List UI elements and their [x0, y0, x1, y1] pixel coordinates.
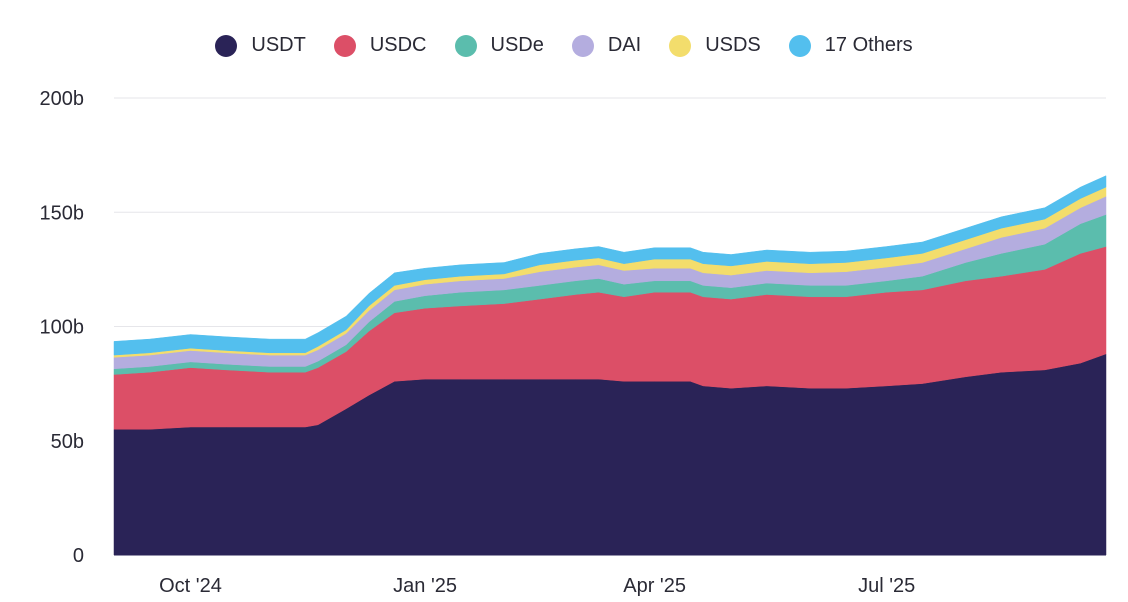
- legend-label: DAI: [607, 34, 642, 56]
- legend-swatch: [333, 34, 356, 57]
- legend-label: USDT: [251, 34, 306, 56]
- y-tick-label: 200b: [40, 88, 85, 110]
- y-tick-label: 0: [73, 545, 84, 567]
- legend-swatch: [788, 34, 811, 57]
- series-area-17-others: [113, 175, 1107, 356]
- legend-label: 17 Others: [824, 34, 913, 56]
- legend-swatch: [571, 34, 594, 57]
- x-tick-label: Apr '25: [623, 575, 686, 597]
- legend-label: USDS: [705, 34, 761, 56]
- legend-item[interactable]: USDS: [669, 34, 761, 57]
- x-tick-label: Oct '24: [159, 575, 222, 597]
- chart-legend: USDT USDC USDe DAI USDS 17 Others: [0, 34, 1128, 57]
- y-tick-label: 50b: [51, 431, 84, 453]
- legend-item[interactable]: 17 Others: [788, 34, 913, 57]
- legend-label: USDC: [369, 34, 427, 56]
- y-tick-label: 100b: [40, 317, 85, 339]
- legend-item[interactable]: USDT: [215, 34, 306, 57]
- x-tick-label: Jan '25: [393, 575, 457, 597]
- legend-item[interactable]: USDC: [333, 34, 427, 57]
- legend-item[interactable]: USDe: [454, 34, 544, 57]
- legend-swatch: [215, 34, 238, 57]
- legend-item[interactable]: DAI: [571, 34, 642, 57]
- x-tick-label: Jul '25: [858, 575, 915, 597]
- legend-swatch: [454, 34, 477, 57]
- legend-swatch: [669, 34, 692, 57]
- y-tick-label: 150b: [40, 202, 85, 224]
- legend-label: USDe: [490, 34, 544, 56]
